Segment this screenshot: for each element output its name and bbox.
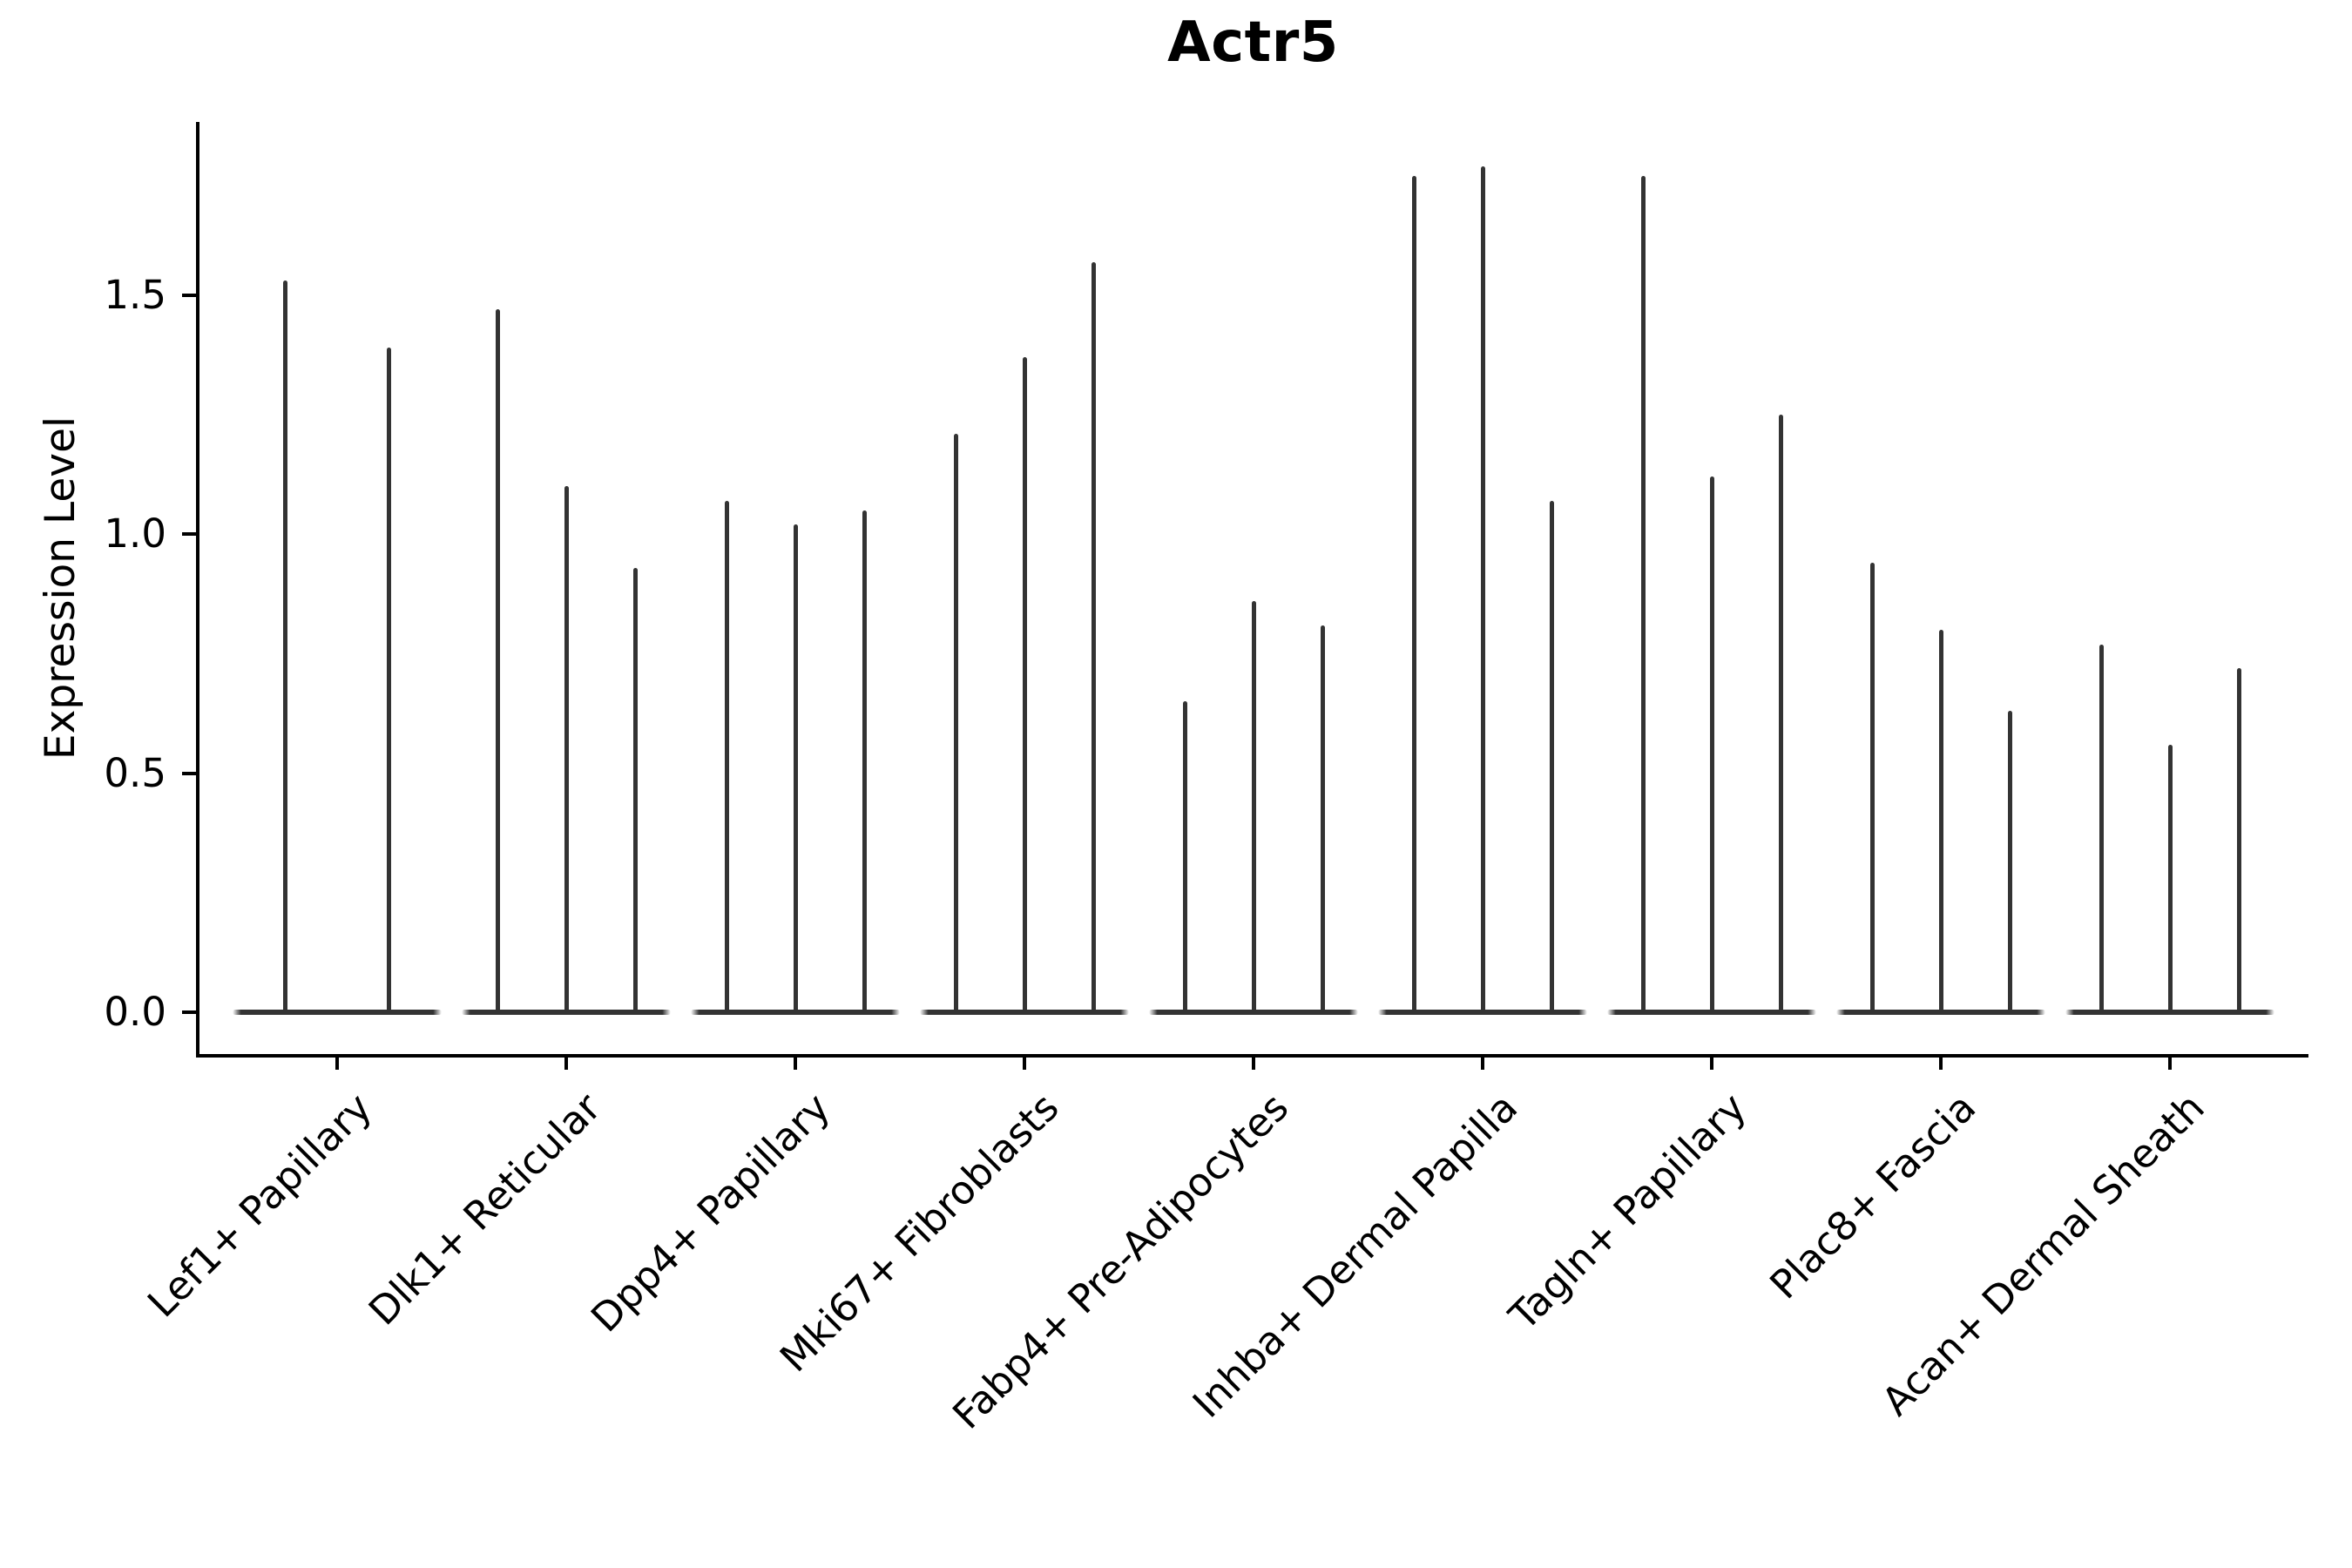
y-tick-mark xyxy=(182,1010,198,1014)
y-tick-label: 1.0 xyxy=(104,510,166,558)
y-tick-mark xyxy=(182,532,198,537)
violin-spike xyxy=(1640,175,1646,1012)
violin-spike xyxy=(953,434,958,1012)
violin-baseline xyxy=(1607,1010,1816,1015)
x-tick-mark xyxy=(1939,1054,1943,1070)
x-tick-mark xyxy=(335,1054,339,1070)
x-tick-label: Plac8+ Fascia xyxy=(1761,1084,1985,1308)
violin-spike xyxy=(283,280,288,1012)
violin-spike xyxy=(1549,500,1554,1012)
x-tick-label: Dpp4+ Papillary xyxy=(582,1084,840,1342)
x-tick-mark xyxy=(794,1054,797,1070)
violin-spike xyxy=(1022,357,1027,1012)
violin-baseline xyxy=(1149,1010,1358,1015)
violin-spike xyxy=(1938,630,1943,1012)
x-tick-label: Tagln+ Papillary xyxy=(1500,1084,1756,1340)
y-tick-mark xyxy=(182,771,198,775)
x-tick-mark xyxy=(2168,1054,2172,1070)
violin-spike xyxy=(2099,644,2104,1012)
violin-spike xyxy=(1411,175,1416,1012)
violin-spike xyxy=(386,348,391,1012)
violin-baseline xyxy=(1378,1010,1587,1015)
violin-spike xyxy=(793,524,798,1012)
y-axis-spine xyxy=(196,122,199,1058)
violin-baseline xyxy=(1836,1010,2045,1015)
violin-baseline xyxy=(920,1010,1129,1015)
x-tick-mark xyxy=(564,1054,568,1070)
violin-baseline xyxy=(691,1010,900,1015)
y-axis-label: Expression Level xyxy=(37,416,84,760)
violin-spike xyxy=(1869,563,1875,1012)
violin-spike xyxy=(495,309,500,1012)
violin-spike xyxy=(1091,261,1096,1012)
violin-spike xyxy=(632,567,638,1012)
violin-spike xyxy=(1480,166,1485,1012)
violin-spike xyxy=(564,486,569,1012)
chart-title: Actr5 xyxy=(1167,10,1339,75)
x-tick-label: Lef1+ Papillary xyxy=(139,1084,382,1327)
y-tick-label: 0.5 xyxy=(104,749,166,796)
y-tick-label: 1.5 xyxy=(104,271,166,318)
violin-spike xyxy=(1709,476,1714,1012)
violin-baseline xyxy=(462,1010,671,1015)
x-tick-mark xyxy=(1481,1054,1484,1070)
x-tick-mark xyxy=(1252,1054,1255,1070)
violin-baseline xyxy=(2065,1010,2274,1015)
violin-baseline xyxy=(233,1010,442,1015)
x-tick-mark xyxy=(1023,1054,1026,1070)
violin-spike xyxy=(1251,601,1256,1012)
violin-spike xyxy=(1320,625,1325,1012)
violin-spike xyxy=(2167,744,2173,1012)
violin-spike xyxy=(862,510,867,1012)
violin-spike xyxy=(1182,701,1187,1012)
y-tick-mark xyxy=(182,293,198,297)
y-tick-label: 0.0 xyxy=(104,989,166,1035)
violin-spike xyxy=(2007,711,2012,1012)
x-tick-mark xyxy=(1710,1054,1713,1070)
violin-spike xyxy=(724,500,729,1012)
violin-spike xyxy=(2236,667,2241,1012)
violin-spike xyxy=(1778,415,1783,1012)
x-tick-label: Dlk1+ Reticular xyxy=(360,1084,611,1335)
